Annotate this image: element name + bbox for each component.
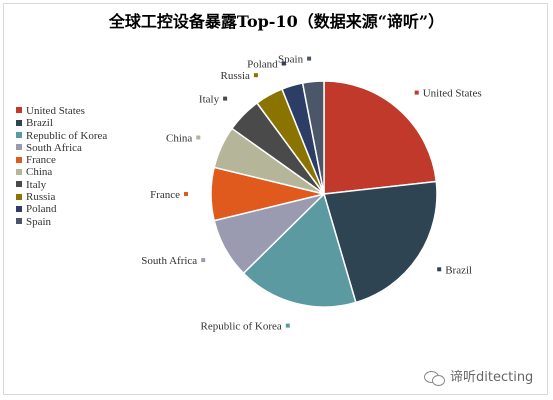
- legend-label: China: [26, 166, 53, 179]
- slice-label-poland: Poland: [247, 59, 286, 71]
- watermark: 谛听ditecting: [424, 366, 533, 386]
- legend-swatch: [16, 205, 22, 212]
- pie-slice-united-states: [323, 80, 438, 195]
- legend-item-republic-of-korea: Republic of Korea: [16, 130, 107, 142]
- slice-label-china: China: [166, 133, 201, 145]
- legend-item-brazil: Brazil: [16, 117, 107, 129]
- slice-label-united-states: United States: [414, 88, 482, 100]
- slice-label-france: France: [150, 189, 188, 201]
- legend-item-russia: Russia: [16, 191, 107, 203]
- legend-swatch: [16, 107, 22, 114]
- legend: United States Brazil Republic of Korea Sout…: [16, 105, 107, 228]
- legend-label: United States: [26, 105, 85, 117]
- slice-labels: United States Brazil Republic of Korea Sout…: [141, 54, 481, 333]
- legend-swatch: [16, 144, 22, 151]
- legend-item-united-states: United States: [16, 105, 107, 117]
- legend-swatch: [16, 193, 22, 200]
- svg-text:Russia: Russia: [221, 70, 250, 82]
- legend-swatch: [16, 218, 22, 225]
- slice-label-spain: Spain: [278, 54, 312, 66]
- svg-text:Poland: Poland: [247, 59, 278, 71]
- svg-text:Brazil: Brazil: [445, 264, 472, 276]
- svg-text:South Africa: South Africa: [141, 255, 197, 267]
- legend-swatch: [16, 168, 22, 175]
- legend-label: Italy: [26, 178, 47, 191]
- legend-item-spain: Spain: [16, 216, 107, 228]
- legend-item-poland: Poland: [16, 203, 107, 215]
- slice-label-south-africa: South Africa: [141, 255, 206, 267]
- slice-label-republic-of-korea: Republic of Korea: [201, 321, 290, 333]
- legend-label: Brazil: [26, 117, 53, 130]
- svg-text:United States: United States: [423, 88, 482, 100]
- legend-item-china: China: [16, 166, 107, 178]
- legend-swatch: [16, 132, 22, 139]
- slice-label-brazil: Brazil: [437, 264, 472, 276]
- legend-label: Spain: [26, 215, 52, 228]
- svg-text:Spain: Spain: [278, 54, 304, 66]
- legend-item-france: France: [16, 154, 107, 166]
- wechat-icon: [424, 370, 446, 386]
- svg-text:France: France: [150, 189, 180, 201]
- slice-label-italy: Italy: [199, 94, 228, 106]
- legend-item-south-africa: South Africa: [16, 142, 107, 154]
- legend-swatch: [16, 181, 22, 188]
- legend-label: Russia: [26, 191, 56, 204]
- pie-slice-republic-of-korea: [242, 192, 357, 308]
- legend-swatch: [16, 156, 22, 163]
- slice-label-russia: Russia: [221, 70, 258, 82]
- legend-label: South Africa: [26, 141, 82, 154]
- chart-title: 全球工控设备暴露Top-10（数据来源“谛听”）: [108, 12, 445, 31]
- svg-text:Italy: Italy: [199, 94, 220, 106]
- watermark-text: 谛听ditecting: [450, 370, 534, 385]
- legend-label: Republic of Korea: [26, 129, 108, 142]
- pie-slice-brazil: [323, 180, 438, 304]
- pie-slices: [210, 80, 438, 308]
- legend-label: France: [26, 154, 56, 167]
- legend-swatch: [16, 119, 22, 126]
- pie-slice-spain: [301, 80, 325, 195]
- legend-label: Poland: [26, 203, 57, 216]
- svg-text:China: China: [166, 133, 192, 145]
- svg-text:Republic of Korea: Republic of Korea: [201, 321, 282, 333]
- legend-item-italy: Italy: [16, 179, 107, 191]
